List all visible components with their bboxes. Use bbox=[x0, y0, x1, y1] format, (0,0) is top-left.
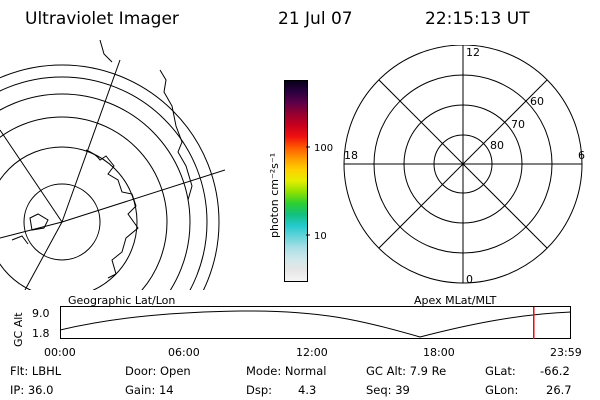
meridian-line bbox=[0, 221, 63, 239]
altitude-curve bbox=[60, 310, 572, 338]
meridian-line bbox=[0, 129, 63, 223]
meridian-line bbox=[24, 221, 63, 290]
time-tick-1200: 12:00 bbox=[296, 346, 328, 359]
status-glon-label: GLon: bbox=[485, 383, 519, 397]
observation-date: 21 Jul 07 bbox=[278, 9, 353, 29]
status-gain: Gain: 14 bbox=[125, 383, 174, 397]
status-filter: Flt: LBHL bbox=[10, 364, 62, 378]
lat-circle bbox=[0, 64, 220, 290]
colorbar-axis: 100 10 bbox=[306, 143, 333, 242]
time-tick-2359: 23:59 bbox=[550, 346, 582, 359]
observation-time: 22:15:13 UT bbox=[425, 9, 530, 29]
altitude-axis-label: GC Alt bbox=[12, 312, 25, 347]
mlt-label-6: 6 bbox=[578, 149, 585, 162]
left-panel-label: Geographic Lat/Lon bbox=[68, 294, 176, 307]
coastline bbox=[99, 40, 113, 63]
altitude-plot-frame bbox=[60, 306, 571, 339]
altitude-plot bbox=[60, 306, 572, 339]
mlt-line bbox=[378, 79, 548, 249]
colorbar-unit-label: photon cm⁻²s⁻¹ bbox=[268, 152, 281, 238]
right-panel-label: Apex MLat/MLT bbox=[414, 294, 497, 307]
instrument-title: Ultraviolet Imager bbox=[25, 9, 179, 29]
time-tick-1800: 18:00 bbox=[423, 346, 455, 359]
coastline bbox=[11, 235, 29, 245]
time-tick-0600: 06:00 bbox=[168, 346, 200, 359]
status-glon-value: 26.7 bbox=[546, 383, 572, 397]
status-door: Door: Open bbox=[125, 364, 191, 378]
meridian-line bbox=[61, 59, 121, 223]
lat-label-60: 60 bbox=[530, 95, 544, 108]
meridian-line bbox=[61, 169, 225, 223]
lat-circle bbox=[0, 76, 208, 290]
coastline bbox=[159, 69, 193, 201]
altitude-tick-low: 1.8 bbox=[32, 327, 50, 340]
colorbar-tick-label-10: 10 bbox=[314, 231, 327, 242]
polar-grid: 12 18 6 0 60 70 80 bbox=[343, 45, 585, 286]
colorbar bbox=[284, 80, 308, 282]
coastline bbox=[85, 149, 139, 279]
status-dsp-value: 4.3 bbox=[298, 383, 317, 397]
lat-circle bbox=[23, 183, 101, 261]
lat-label-80: 80 bbox=[490, 139, 504, 152]
status-glat-value: -66.2 bbox=[540, 364, 570, 378]
colorbar-gradient bbox=[285, 81, 307, 281]
lat-circle bbox=[0, 93, 191, 290]
lat-circle bbox=[0, 146, 138, 290]
status-seq: Seq: 39 bbox=[366, 383, 410, 397]
status-ip: IP: 36.0 bbox=[10, 383, 54, 397]
status-mode: Mode: Normal bbox=[246, 364, 327, 378]
status-dsp-label: Dsp: bbox=[246, 383, 273, 397]
time-tick-0000: 00:00 bbox=[44, 346, 76, 359]
lat-circle bbox=[0, 116, 168, 290]
geographic-map bbox=[0, 40, 225, 290]
status-gc-alt: GC Alt: 7.9 Re bbox=[366, 364, 447, 378]
coastline bbox=[29, 213, 49, 231]
lat-label-70: 70 bbox=[511, 118, 525, 131]
status-glat-label: GLat: bbox=[485, 364, 516, 378]
mlt-label-0: 0 bbox=[466, 273, 473, 286]
altitude-tick-high: 9.0 bbox=[32, 307, 50, 320]
mlt-label-18: 18 bbox=[344, 149, 358, 162]
mlt-label-12: 12 bbox=[466, 46, 480, 59]
colorbar-tick-label-100: 100 bbox=[314, 143, 333, 154]
